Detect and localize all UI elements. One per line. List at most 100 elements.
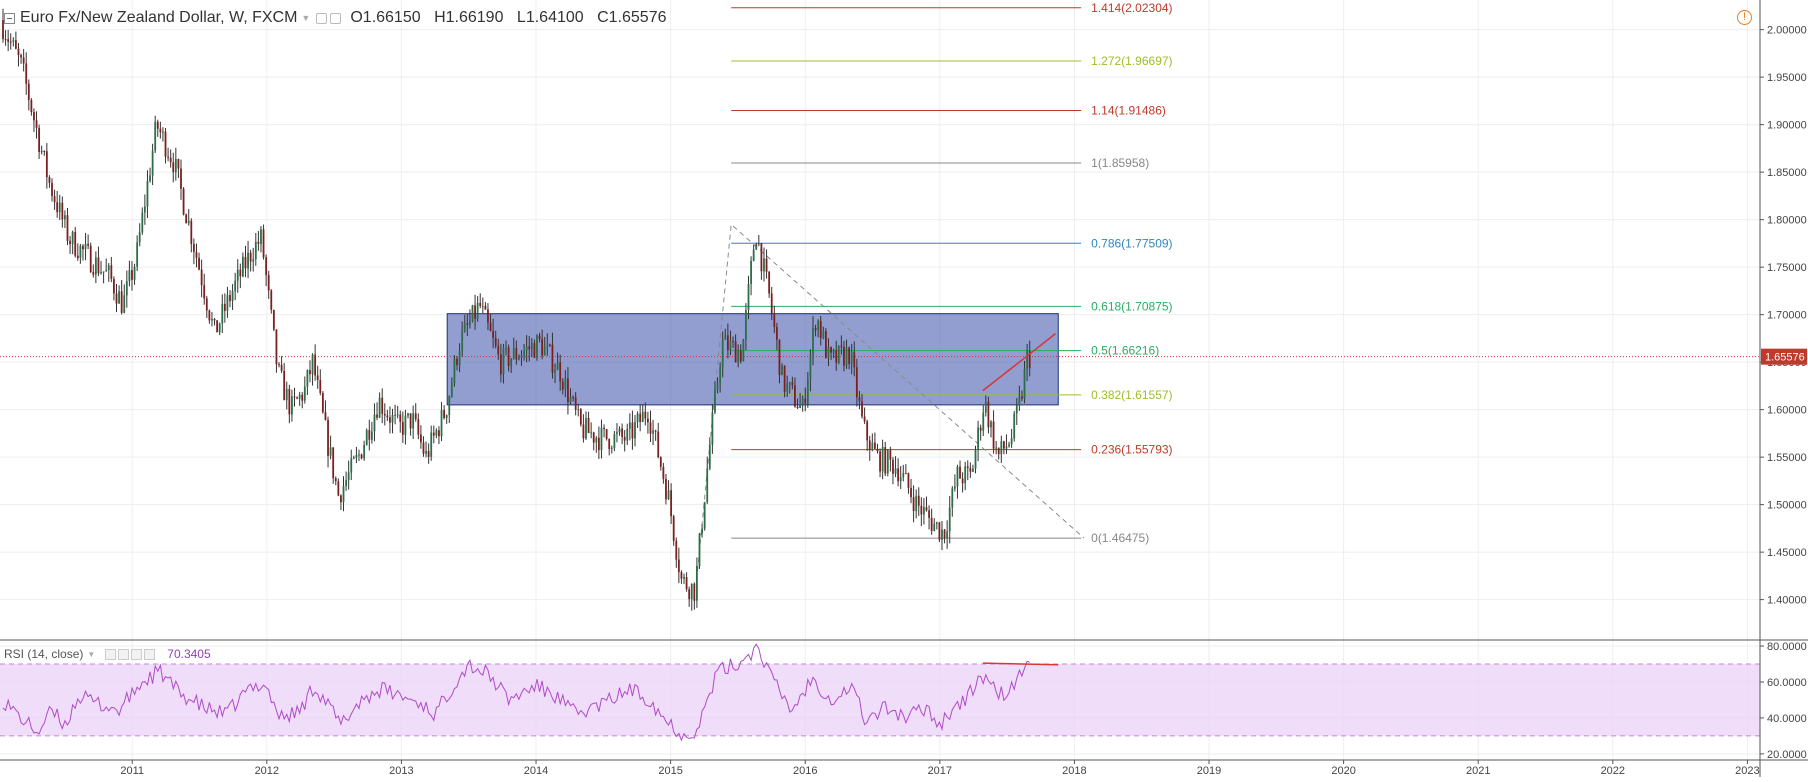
candle bbox=[956, 464, 959, 499]
candle-body bbox=[794, 385, 796, 407]
candle-body bbox=[425, 451, 427, 454]
candle-body bbox=[45, 151, 48, 178]
chevron-down-icon[interactable]: ▼ bbox=[87, 649, 96, 659]
candle-body bbox=[941, 529, 943, 540]
candle-body bbox=[239, 269, 242, 277]
candle bbox=[848, 346, 851, 370]
candle-body bbox=[564, 378, 567, 390]
candle bbox=[791, 376, 794, 390]
rsi-title[interactable]: RSI (14, close) bbox=[4, 647, 84, 661]
time-tick-label: 2023 bbox=[1735, 765, 1759, 777]
candle-body bbox=[523, 350, 525, 356]
candle bbox=[693, 582, 696, 610]
candle-body bbox=[499, 354, 502, 375]
candle bbox=[964, 461, 967, 491]
rsi-value: 70.3405 bbox=[167, 647, 211, 661]
eye-icon[interactable] bbox=[105, 648, 117, 660]
candle bbox=[107, 263, 110, 282]
candle bbox=[972, 464, 974, 473]
candle-body bbox=[474, 305, 476, 319]
candle-body bbox=[675, 540, 678, 560]
chevron-down-icon[interactable]: ▼ bbox=[301, 13, 311, 23]
candle bbox=[520, 350, 523, 366]
candle bbox=[889, 446, 892, 472]
candle bbox=[739, 344, 742, 364]
candle-body bbox=[185, 214, 188, 224]
candle bbox=[1000, 435, 1003, 464]
settings-icon[interactable] bbox=[118, 648, 130, 660]
candle-body bbox=[195, 251, 198, 258]
candle bbox=[714, 381, 716, 415]
eye-icon[interactable] bbox=[316, 12, 328, 24]
alert-icon[interactable]: ! bbox=[1737, 10, 1752, 25]
candle bbox=[105, 258, 108, 272]
candle bbox=[141, 207, 144, 235]
candle bbox=[729, 330, 732, 356]
candle-body bbox=[254, 241, 257, 260]
candle bbox=[773, 305, 776, 334]
candle-body bbox=[288, 388, 291, 415]
candle-body bbox=[1023, 368, 1026, 399]
candle bbox=[592, 431, 595, 451]
rsi-tick-label: 20.0000 bbox=[1767, 749, 1807, 761]
candle-body bbox=[89, 245, 92, 273]
candle-body bbox=[822, 331, 825, 338]
more-icon[interactable] bbox=[131, 648, 143, 660]
candle bbox=[270, 289, 273, 314]
candle-body bbox=[910, 487, 912, 498]
candle bbox=[242, 252, 244, 278]
candle bbox=[1005, 434, 1008, 454]
candle-body bbox=[84, 243, 87, 250]
candle bbox=[608, 438, 611, 456]
trend-line bbox=[982, 333, 1057, 392]
candle bbox=[763, 247, 765, 282]
candle bbox=[548, 343, 551, 348]
candle-body bbox=[979, 427, 982, 431]
candle bbox=[2, 8, 4, 43]
candle bbox=[631, 410, 634, 450]
candle bbox=[551, 332, 554, 379]
candle-body bbox=[115, 293, 118, 304]
candle-body bbox=[935, 522, 938, 524]
candle bbox=[716, 377, 719, 394]
candle bbox=[788, 381, 791, 394]
candle bbox=[696, 557, 698, 608]
candle bbox=[701, 524, 703, 538]
candle bbox=[990, 420, 992, 438]
candle-body bbox=[386, 415, 389, 418]
collapse-icon[interactable] bbox=[4, 12, 15, 24]
candles bbox=[2, 8, 1031, 611]
candle-body bbox=[874, 442, 876, 449]
candle-body bbox=[399, 414, 402, 422]
settings-icon[interactable] bbox=[330, 12, 342, 24]
candle bbox=[417, 413, 420, 440]
candle-body bbox=[804, 398, 807, 404]
candle bbox=[923, 498, 925, 525]
price-tick-label: 1.55000 bbox=[1767, 452, 1807, 464]
candle-body bbox=[20, 55, 22, 58]
close-icon[interactable] bbox=[144, 648, 156, 660]
candle bbox=[33, 108, 35, 132]
candle bbox=[172, 152, 175, 183]
candle bbox=[938, 521, 941, 543]
time-tick-label: 2015 bbox=[658, 765, 682, 777]
candle bbox=[796, 398, 799, 409]
candle-body bbox=[159, 128, 162, 133]
candle-body bbox=[272, 309, 275, 330]
candle-body bbox=[582, 424, 585, 439]
candle-body bbox=[71, 231, 74, 245]
candle bbox=[1028, 340, 1031, 377]
candle bbox=[319, 369, 322, 396]
candle bbox=[314, 344, 317, 381]
candle bbox=[396, 405, 399, 419]
candle bbox=[992, 410, 995, 454]
symbol-title[interactable]: Euro Fx/New Zealand Dollar, W, FXCM bbox=[20, 9, 298, 26]
candle bbox=[427, 443, 430, 464]
candle-body bbox=[334, 478, 337, 482]
candle-body bbox=[389, 417, 391, 423]
candle-body bbox=[1008, 444, 1010, 447]
candle bbox=[884, 441, 887, 477]
candle-body bbox=[143, 206, 146, 213]
